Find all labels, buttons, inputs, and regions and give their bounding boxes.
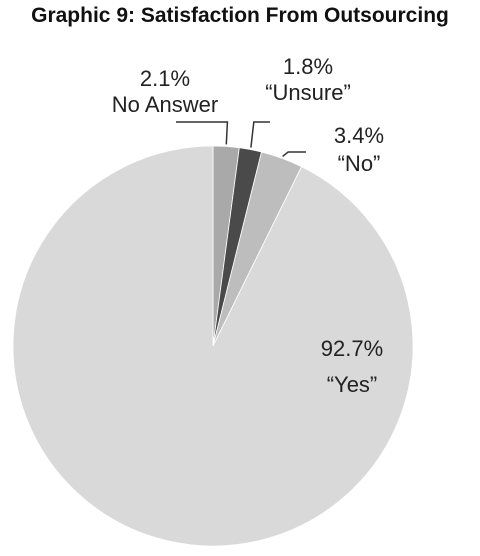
slice-value-yes: 92.7% <box>321 336 383 361</box>
slice-label-yes: “Yes” <box>327 372 378 397</box>
slice-label-no-answer: No Answer <box>112 92 218 117</box>
slice-label-no: “No” <box>338 151 381 176</box>
chart-title: Graphic 9: Satisfaction From Outsourcing <box>31 4 449 27</box>
slice-value-no-answer: 2.1% <box>140 66 190 91</box>
leader-line-no-answer <box>176 121 229 145</box>
slice-value-no: 3.4% <box>334 123 384 148</box>
leader-line-unsure <box>250 121 270 148</box>
slice-value-unsure: 1.8% <box>283 54 333 79</box>
leader-line-no <box>282 151 306 157</box>
slice-label-unsure: “Unsure” <box>265 80 351 105</box>
pie-slice-yes <box>12 145 414 547</box>
